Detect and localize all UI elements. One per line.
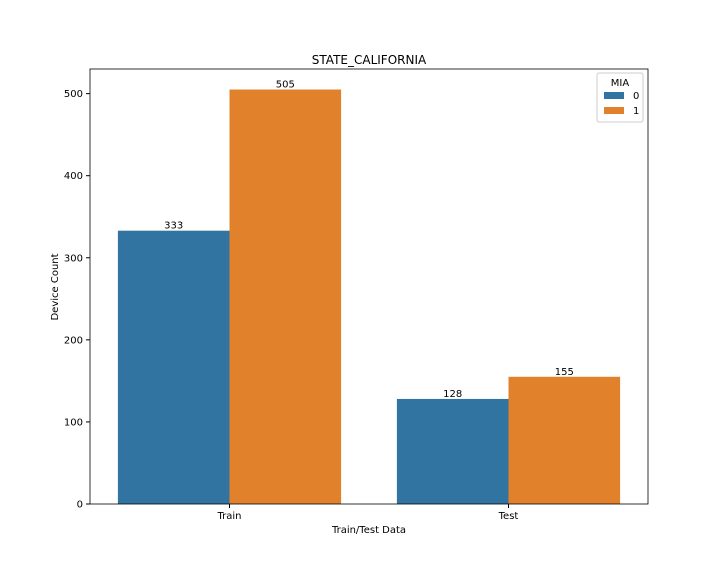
bar-value-label: 128 [443, 389, 462, 400]
plot-area: 333 505 Train 128 155 Test 0 100 200 300 400 500 [64, 68, 649, 522]
legend-label: 0 [633, 91, 639, 102]
legend-label: 1 [633, 106, 639, 117]
bar-value-label: 505 [276, 80, 295, 91]
x-tick-label: Test [498, 511, 519, 522]
y-tick-label: 200 [64, 335, 83, 346]
bar-value-label: 155 [555, 367, 574, 378]
x-axis-label: Train/Test Data [331, 525, 406, 536]
y-tick-label: 100 [64, 417, 83, 428]
bar-test-series-1 [508, 376, 621, 504]
y-tick-label: 500 [64, 89, 83, 100]
legend-swatch-series-1 [604, 107, 624, 114]
y-tick-label: 400 [64, 171, 83, 182]
bar-train-series-1 [229, 89, 342, 505]
bar-value-label: 333 [164, 221, 183, 232]
x-tick-label: Train [217, 511, 242, 522]
y-tick-label: 0 [77, 500, 83, 511]
y-axis-label: Device Count [50, 253, 61, 320]
chart-title: STATE_CALIFORNIA [312, 53, 427, 67]
bar-test-series-0 [396, 398, 509, 504]
legend-title: MIA [611, 78, 630, 89]
y-tick-label: 300 [64, 253, 83, 264]
legend: MIA 0 1 [596, 72, 644, 123]
axes-frame [89, 68, 649, 505]
legend-swatch-series-0 [604, 92, 624, 99]
bar-train-series-0 [117, 230, 230, 505]
